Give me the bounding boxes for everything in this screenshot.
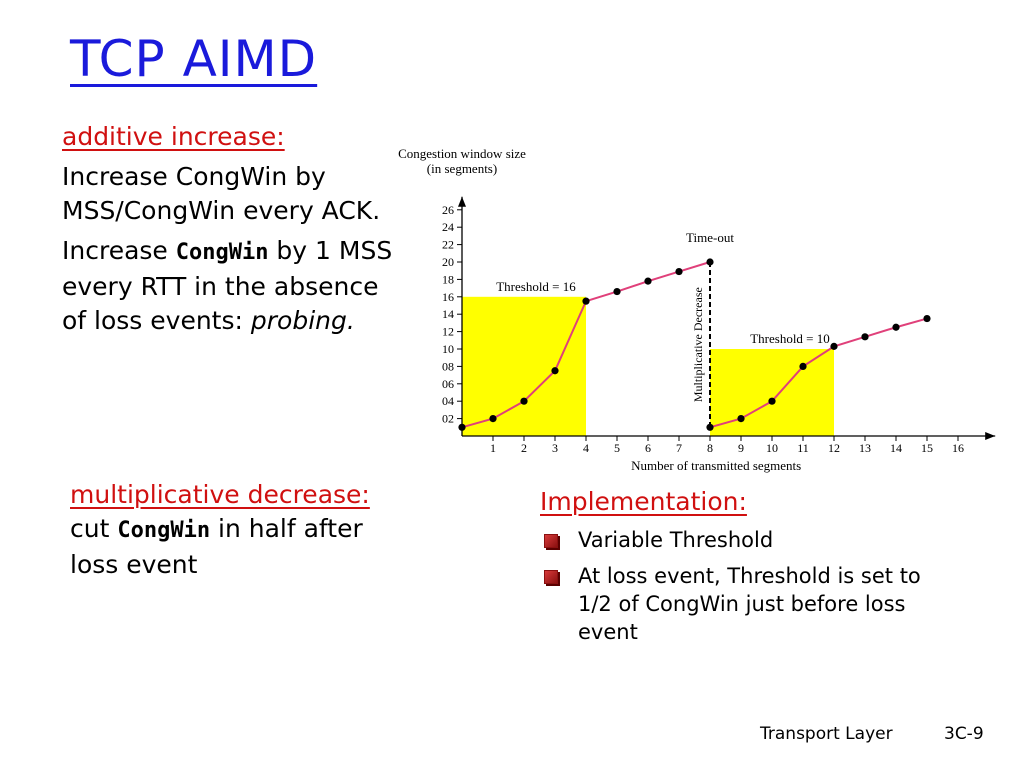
x-tick-label: 8 — [707, 441, 713, 455]
threshold-label: Threshold = 16 — [496, 279, 576, 294]
threshold-label: Threshold = 10 — [750, 331, 830, 346]
data-point — [830, 342, 838, 350]
y-tick-label: 16 — [442, 290, 454, 304]
data-point — [675, 267, 683, 276]
y-tick-label: 08 — [442, 359, 454, 373]
data-point — [768, 397, 776, 405]
x-tick-label: 12 — [828, 441, 840, 455]
data-point — [706, 423, 714, 431]
list-item: At loss event, Threshold is set to 1/2 o… — [540, 562, 960, 646]
x-tick-label: 4 — [583, 441, 589, 455]
data-point — [613, 287, 621, 296]
md-text-pre: cut — [70, 514, 118, 543]
y-tick-label: 26 — [442, 203, 454, 217]
x-tick-label: 16 — [952, 441, 964, 455]
y-tick-label: 22 — [442, 238, 454, 252]
threshold-region — [462, 296, 586, 436]
data-point — [892, 323, 900, 331]
y-tick-label: 18 — [442, 272, 454, 286]
additive-line1: Increase CongWin by MSS/CongWin every AC… — [62, 162, 381, 225]
y-tick-label: 20 — [442, 255, 454, 269]
x-tick-label: 9 — [738, 441, 744, 455]
impl-heading: Implementation: — [540, 487, 747, 516]
data-point — [458, 423, 466, 431]
data-point — [520, 397, 528, 405]
y-tick-label: 12 — [442, 325, 454, 339]
data-point — [923, 314, 931, 323]
x-axis-arrow — [985, 432, 996, 440]
md-code: CongWin — [117, 518, 211, 543]
checkbox-bullet-icon — [544, 534, 558, 548]
data-point — [489, 415, 497, 423]
y-tick-label: 10 — [442, 342, 454, 356]
series-line — [709, 317, 928, 429]
additive-increase-block: additive increase: Increase CongWin by M… — [62, 120, 402, 344]
x-tick-label: 5 — [614, 441, 620, 455]
implementation-block: Implementation: Variable Threshold At lo… — [540, 487, 960, 654]
y-tick-label: 06 — [442, 377, 454, 391]
md-heading: multiplicative decrease: — [70, 480, 370, 509]
x-tick-label: 2 — [521, 441, 527, 455]
y-tick-label: 24 — [442, 220, 454, 234]
x-tick-label: 10 — [766, 441, 778, 455]
footer-page-number: 3C-9 — [944, 724, 984, 744]
y-axis-arrow — [458, 196, 466, 207]
data-point — [706, 258, 714, 266]
additive-line2-post: by 1 MSS every RTT in the absence of los… — [62, 236, 393, 335]
chart-title: (in segments) — [427, 161, 497, 176]
timeout-annotation: Time-out — [686, 230, 734, 245]
x-tick-label: 6 — [645, 441, 651, 455]
x-tick-label: 7 — [676, 441, 682, 455]
chart-title: Congestion window size — [398, 146, 526, 161]
y-tick-label: 14 — [442, 307, 454, 321]
impl-item-text: At loss event, Threshold is set to 1/2 o… — [578, 564, 921, 644]
x-tick-label: 11 — [797, 441, 809, 455]
additive-line2-em: probing. — [250, 306, 355, 335]
x-tick-label: 3 — [552, 441, 558, 455]
x-tick-label: 1 — [490, 441, 496, 455]
data-point — [861, 333, 869, 341]
footer-section: Transport Layer — [760, 724, 893, 744]
x-tick-label: 15 — [921, 441, 933, 455]
page-title: TCP AIMD — [70, 30, 318, 88]
list-item: Variable Threshold — [540, 526, 960, 554]
y-tick-label: 04 — [442, 394, 454, 408]
data-point — [644, 277, 652, 285]
impl-list: Variable Threshold At loss event, Thresh… — [540, 526, 960, 646]
multiplicative-decrease-block: multiplicative decrease: cut CongWin in … — [70, 478, 370, 582]
checkbox-bullet-icon — [544, 570, 558, 584]
additive-line2-code: CongWin — [175, 240, 269, 265]
data-point — [799, 362, 807, 370]
x-tick-label: 13 — [859, 441, 871, 455]
additive-heading: additive increase: — [62, 122, 285, 151]
impl-item-text: Variable Threshold — [578, 528, 774, 552]
data-point — [582, 297, 590, 305]
md-text-post: in half after loss event — [70, 514, 363, 579]
x-axis-label: Number of transmitted segments — [631, 458, 801, 473]
data-point — [551, 367, 559, 375]
data-point — [737, 415, 745, 423]
additive-line2-pre: Increase — [62, 236, 176, 265]
additive-line2: Increase CongWin by 1 MSS every RTT in t… — [62, 234, 402, 338]
x-tick-label: 14 — [890, 441, 902, 455]
y-tick-label: 02 — [442, 412, 454, 426]
decrease-annotation: Multiplicative Decrease — [691, 287, 705, 402]
